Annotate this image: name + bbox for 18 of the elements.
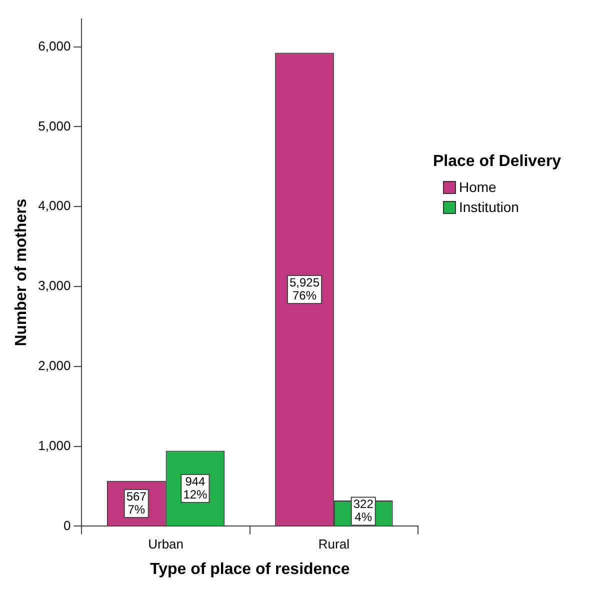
data-label: 5,925 76% <box>289 275 320 302</box>
data-label: 567 7% <box>126 489 147 516</box>
y-tick-label: 1,000 <box>38 438 71 453</box>
y-tick-label: 5,000 <box>38 118 71 134</box>
y-tick-label: 2,000 <box>38 358 71 373</box>
x-tick-label: Urban <box>148 536 184 552</box>
y-tick-label: 6,000 <box>38 38 71 54</box>
data-label: 944 12% <box>183 474 208 502</box>
y-tick-label: 0 <box>63 518 71 533</box>
y-tick-label: 3,000 <box>38 278 71 294</box>
x-axis-title: Type of place of residence <box>150 560 350 578</box>
y-tick-label: 4,000 <box>38 198 71 214</box>
legend-title: Place of Delivery <box>433 153 562 171</box>
x-tick-label: Rural <box>318 536 350 552</box>
y-axis-title: Number of mothers <box>13 198 30 346</box>
legend-label: Home <box>459 179 496 195</box>
data-label: 322 4% <box>353 497 374 524</box>
legend-label: Institution <box>459 199 519 215</box>
